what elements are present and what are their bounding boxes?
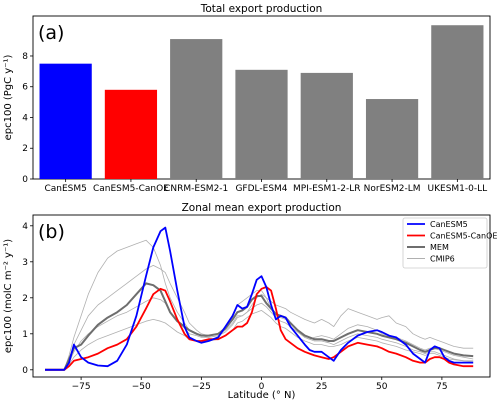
legend-label-cmip6: CMIP6: [430, 255, 455, 264]
y-tick-label: 6: [22, 83, 28, 93]
y-tick-label: 0: [22, 366, 28, 376]
y-tick-label: 0: [22, 175, 28, 185]
panel-label-a: (a): [38, 22, 64, 44]
line-chart-x-axis-label: Latitude (° N): [228, 390, 296, 401]
series-line-cmip6: [45, 239, 474, 371]
series-line-cmip6-member-4: [45, 265, 474, 371]
line-chart-panel: Zonal mean export production −75 −50 −25 0 2…: [3, 202, 497, 401]
bar-chart-y-axis-label: epc100 (PgC y⁻¹): [3, 54, 14, 140]
legend-label-mem: MEM: [430, 243, 449, 252]
bar-mpi-esm1-2-lr: [300, 72, 353, 179]
y-tick-label: 8: [22, 52, 28, 62]
x-tick-label: 50: [376, 382, 388, 392]
y-tick-label: 4: [22, 113, 28, 123]
series-line-cmip6-member-6: [45, 310, 474, 371]
bar-canesm5-canoe: [104, 89, 158, 179]
series-line-mem: [45, 282, 474, 371]
x-tick-label: −50: [132, 382, 151, 392]
x-tick-label: 75: [436, 382, 447, 392]
bar-noresm2-lm: [365, 99, 419, 179]
x-tick-label: CNRM-ESM2-1: [164, 184, 228, 194]
x-tick-label: UKESM1-0-LL: [428, 184, 488, 194]
panel-label-b: (b): [38, 221, 65, 243]
bar-cnrm-esm2-1: [170, 39, 223, 179]
x-tick-label: GFDL-ESM4: [235, 184, 287, 194]
legend-box: [402, 217, 488, 269]
bar-gfdl-esm4: [235, 69, 288, 179]
line-chart-y-axis-label: epc100 (molC m⁻² y⁻¹): [3, 239, 14, 353]
line-chart-title: Zonal mean export production: [182, 202, 342, 214]
x-tick-label: MPI-ESM1-2-LR: [293, 184, 360, 194]
x-tick-label: CanESM5-CanOE: [93, 184, 169, 194]
x-tick-label: −75: [72, 382, 91, 392]
bar-canesm5: [39, 63, 92, 179]
x-tick-label: 0: [259, 382, 265, 392]
legend-label-canesm5: CanESM5: [430, 220, 468, 229]
legend-label-canesm5-canoe: CanESM5-CanOE: [430, 232, 497, 241]
bar-ukesm1-0-ll: [431, 25, 484, 180]
y-tick-label: 2: [22, 294, 28, 304]
x-tick-label: CanESM5: [44, 184, 86, 194]
bar-chart-title: Total export production: [200, 3, 323, 15]
legend: CanESM5 CanESM5-CanOE MEM CMIP6: [402, 217, 497, 269]
bar-chart-panel: Total export production CanESM5 CanESM5-C…: [3, 3, 491, 194]
y-tick-label: 3: [22, 258, 28, 268]
x-tick-label: −25: [192, 382, 211, 392]
x-tick-label: NorESM2-LM: [364, 184, 421, 194]
y-tick-label: 1: [22, 330, 28, 340]
series-line-canesm5-canoe: [45, 286, 474, 371]
y-tick-label: 4: [22, 222, 28, 232]
y-tick-label: 2: [22, 144, 28, 154]
series-line-canesm5: [45, 226, 474, 371]
x-tick-label: 25: [316, 382, 327, 392]
